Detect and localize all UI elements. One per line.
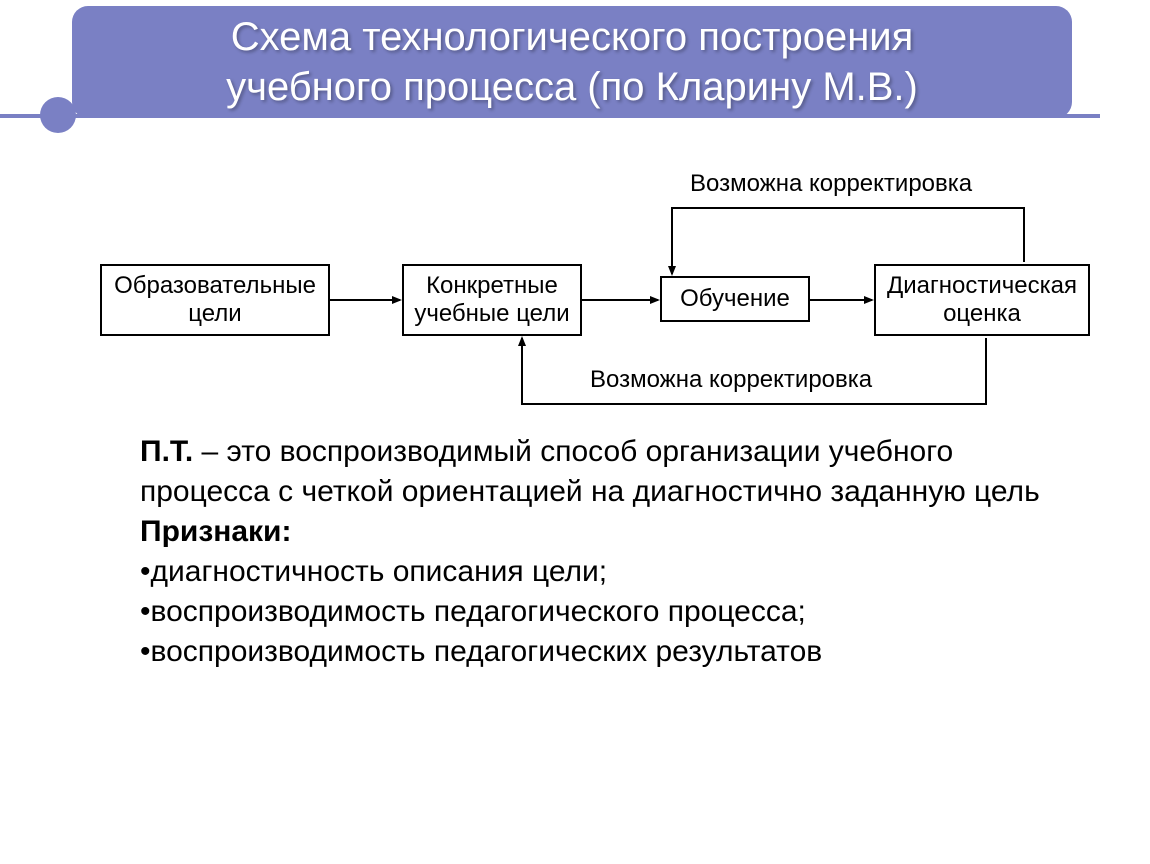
feedback-label-top: Возможна корректировка (690, 170, 972, 198)
pt-paragraph: П.Т. – это воспроизводимый способ органи… (140, 432, 1070, 512)
box-diag-line2: оценка (943, 300, 1021, 327)
slide: Схема технологического построения учебно… (0, 0, 1150, 864)
signs-list-item: •воспроизводимость педагогических резуль… (140, 632, 1070, 672)
pt-label: П.Т. (140, 435, 193, 468)
box-diag-line1: Диагностическая (887, 272, 1077, 299)
body-text: П.Т. – это воспроизводимый способ органи… (140, 432, 1070, 672)
box-educational-goals: Образовательные цели (100, 264, 330, 336)
pt-text: – это воспроизводимый способ организации… (140, 435, 1040, 508)
signs-list-item: •воспроизводимость педагогического проце… (140, 592, 1070, 632)
signs-list-item: •диагностичность описания цели; (140, 552, 1070, 592)
feedback-label-bottom: Возможна корректировка (590, 366, 872, 394)
box-diagnostic-eval: Диагностическая оценка (874, 264, 1090, 336)
signs-list: •диагностичность описания цели;•воспроиз… (140, 552, 1070, 672)
box-specific-line2: учебные цели (414, 300, 569, 327)
box-training-line1: Обучение (680, 285, 790, 312)
signs-label: Признаки: (140, 512, 1070, 552)
box-specific-goals: Конкретные учебные цели (402, 264, 582, 336)
box-training: Обучение (660, 276, 810, 322)
flowchart-arrows (0, 0, 1150, 500)
box-goals-line2: цели (188, 300, 241, 327)
box-goals-line1: Образовательные (114, 272, 316, 299)
box-specific-line1: Конкретные (426, 272, 558, 299)
